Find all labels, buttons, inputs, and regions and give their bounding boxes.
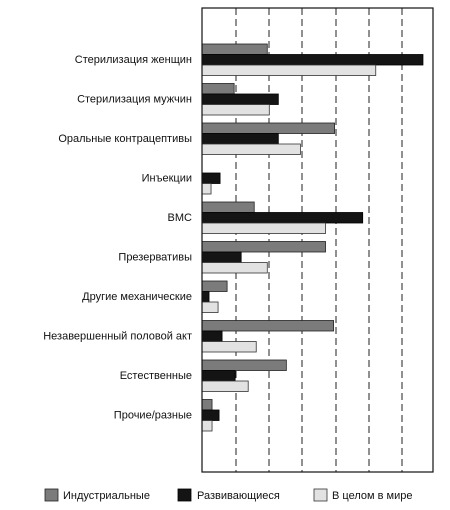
legend-item-developing: Развивающиеся — [177, 488, 280, 502]
category-label-4: ВМС — [168, 212, 193, 224]
bar-developing-6 — [201, 291, 210, 303]
category-label-7: Незавершенный половой акт — [43, 331, 192, 343]
bar-industrial-4 — [201, 201, 255, 213]
bar-world-4 — [201, 222, 326, 234]
bar-industrial-5 — [201, 241, 326, 253]
bar-world-9 — [201, 420, 213, 432]
plot-frame — [201, 7, 434, 473]
legend-label-world: В целом в мире — [332, 490, 412, 502]
category-label-2: Оральные контрацептивы — [58, 133, 192, 145]
legend-swatch-developing — [177, 488, 192, 502]
bar-industrial-2 — [201, 122, 335, 134]
bar-world-7 — [201, 341, 257, 353]
bar-developing-5 — [201, 251, 242, 263]
bar-developing-7 — [201, 330, 223, 342]
bar-industrial-1 — [201, 83, 235, 95]
bar-developing-2 — [201, 133, 279, 145]
bar-industrial-9 — [201, 399, 213, 411]
bar-world-0 — [201, 64, 377, 76]
gridlines — [235, 8, 403, 472]
category-label-8: Естественные — [120, 370, 192, 382]
category-label-0: Стерилизация женщин — [75, 54, 192, 66]
bar-industrial-0 — [201, 43, 268, 55]
bar-developing-8 — [201, 370, 236, 382]
bar-world-1 — [201, 104, 270, 116]
category-label-9: Прочие/разные — [114, 410, 192, 422]
legend-swatch-industrial — [44, 488, 59, 502]
bar-world-2 — [201, 143, 301, 155]
bar-developing-3 — [201, 172, 221, 184]
bar-world-8 — [201, 380, 249, 392]
legend-item-industrial: Индустриальные — [44, 488, 150, 502]
bar-industrial-8 — [201, 359, 287, 371]
bar-developing-0 — [201, 54, 424, 66]
legend-label-developing: Развивающиеся — [197, 490, 280, 502]
category-labels: Стерилизация женщин Стерилизация мужчин Ор… — [43, 54, 192, 422]
bar-world-3 — [201, 183, 212, 195]
bar-developing-9 — [201, 409, 220, 421]
bar-developing-1 — [201, 93, 279, 105]
category-label-6: Другие механические — [82, 291, 192, 303]
bar-industrial-7 — [201, 320, 334, 332]
legend-swatch-world — [313, 488, 328, 502]
category-label-5: Презервативы — [118, 252, 192, 264]
bar-industrial-6 — [201, 280, 228, 292]
legend-label-industrial: Индустриальные — [63, 490, 150, 502]
bars — [201, 43, 424, 432]
bar-world-6 — [201, 301, 219, 313]
category-label-1: Стерилизация мужчин — [77, 94, 192, 106]
category-label-3: Инъекции — [142, 173, 192, 185]
bar-world-5 — [201, 262, 268, 274]
legend: Индустриальные Развивающиеся В целом в м… — [44, 488, 412, 502]
bar-developing-4 — [201, 212, 364, 224]
legend-item-world: В целом в мире — [313, 488, 412, 502]
